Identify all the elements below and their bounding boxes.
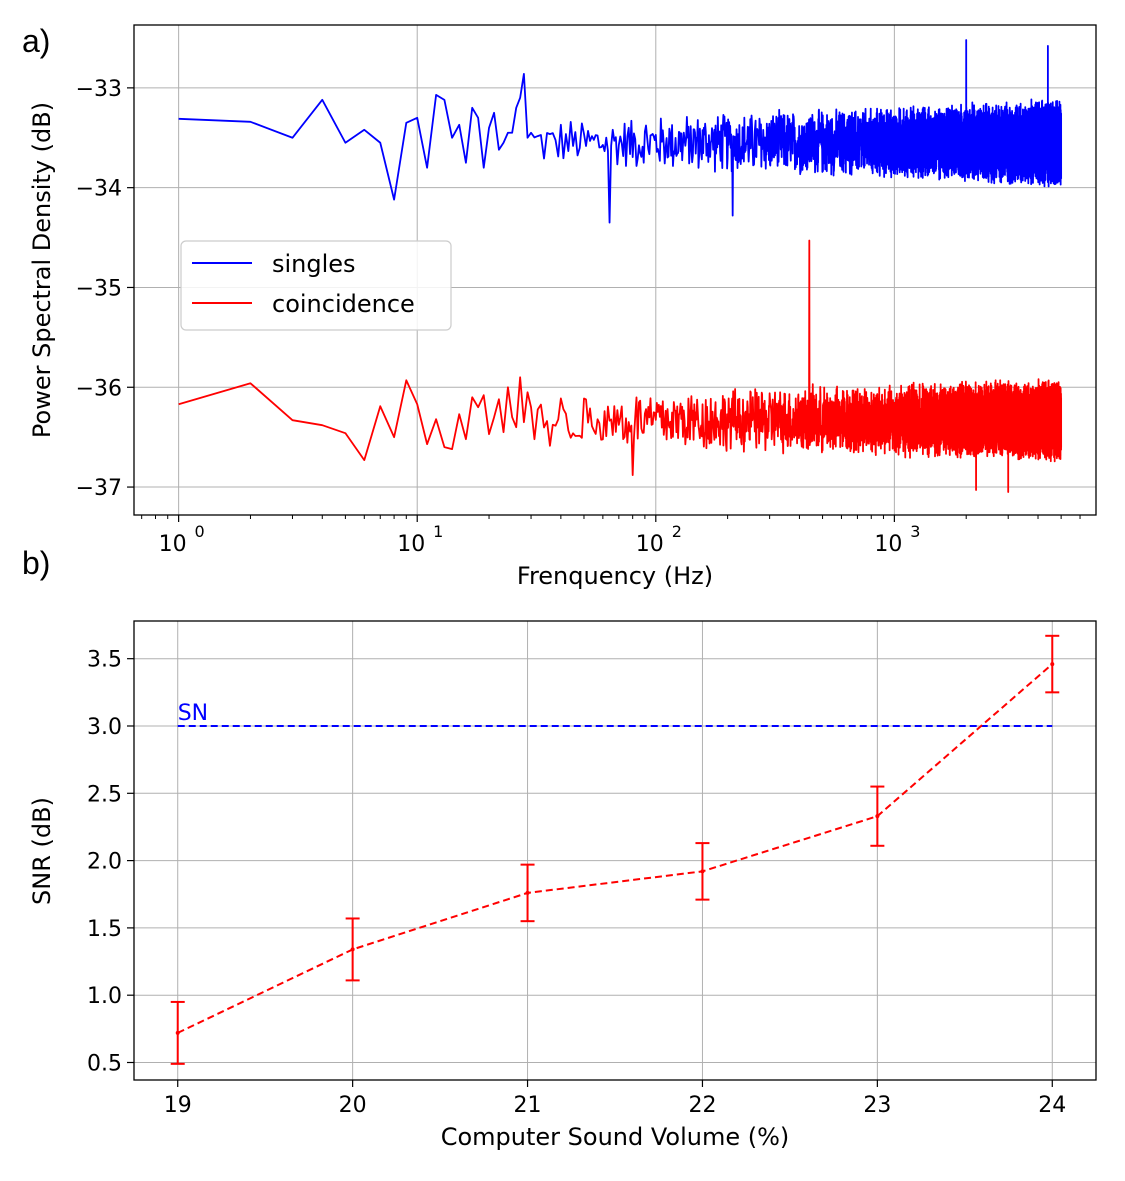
snr-x-tick-label: 20	[339, 1093, 367, 1118]
snr-series-line	[177, 663, 1053, 1034]
psd-axes-frame	[133, 24, 1097, 516]
psd-y-tick-label: −35	[76, 276, 122, 301]
snr-y-tick-label: 3.0	[87, 715, 122, 740]
psd-series-singles	[178, 39, 1063, 224]
psd-series-group	[178, 39, 1063, 493]
snr-data-point	[700, 869, 705, 874]
snr-x-tick-label: 19	[164, 1093, 192, 1118]
panel-a-label: a)	[22, 23, 50, 59]
snr-chart: SN 19 20 21 22 23 24 0.5 1.0 1.5 2.0 2.5 3.0 3.5 Com…	[28, 620, 1097, 1151]
snr-y-tick-label: 2.5	[87, 782, 122, 807]
psd-x-tick-label: 10	[874, 532, 902, 557]
snr-data-point	[175, 1030, 180, 1035]
psd-x-tick-exponent: 1	[433, 522, 443, 541]
psd-chart: 10 0 10 1 10 2 10 3 −33 −34 −35 −36 −37 Frenquency (…	[28, 24, 1097, 590]
psd-y-axis-label: Power Spectral Density (dB)	[28, 102, 56, 438]
snr-data-point	[350, 947, 355, 952]
snr-y-tick-label: 2.0	[87, 850, 122, 875]
snr-y-tick-label: 3.5	[87, 648, 122, 673]
snr-x-axis-label: Computer Sound Volume (%)	[441, 1123, 790, 1151]
psd-x-tick-exponent: 2	[672, 522, 682, 541]
legend-label-singles: singles	[272, 250, 356, 278]
snr-data-point	[1050, 662, 1055, 667]
snr-grid	[134, 621, 1096, 1080]
psd-y-tick-label: −37	[76, 476, 122, 501]
psd-y-tick-label: −33	[76, 77, 122, 102]
psd-x-tick-label: 10	[159, 532, 187, 557]
panel-b-label: b)	[22, 545, 50, 581]
psd-x-tick-exponent: 0	[195, 522, 205, 541]
snr-series-group	[170, 634, 1060, 1065]
psd-series-coincidence	[178, 239, 1063, 493]
snr-y-tick-label: 1.5	[87, 917, 122, 942]
psd-y-tick-label: −34	[76, 177, 122, 202]
psd-legend: singles coincidence	[180, 240, 452, 331]
snr-x-tick-label: 23	[863, 1093, 891, 1118]
legend-label-coincidence: coincidence	[272, 290, 415, 318]
snr-reference-group: SN	[177, 701, 1053, 727]
snr-y-axis-label: SNR (dB)	[28, 797, 56, 905]
snr-x-tick-label: 21	[514, 1093, 542, 1118]
snr-x-tick-label: 22	[688, 1093, 716, 1118]
snr-y-tick-label: 1.0	[87, 984, 122, 1009]
snr-ticks: 19 20 21 22 23 24 0.5 1.0 1.5 2.0 2.5 3.0 3.5	[87, 648, 1066, 1118]
snr-data-point	[525, 890, 530, 895]
psd-x-tick-exponent: 3	[910, 522, 920, 541]
psd-x-tick-label: 10	[397, 532, 425, 557]
snr-data-point	[875, 814, 880, 819]
psd-x-axis-label: Frenquency (Hz)	[517, 562, 713, 590]
snr-axes-frame	[133, 620, 1097, 1081]
sn-reference-label: SN	[178, 701, 208, 726]
snr-x-tick-label: 24	[1038, 1093, 1066, 1118]
psd-ticks: 10 0 10 1 10 2 10 3 −33 −34 −35 −36 −37	[76, 77, 1081, 557]
psd-x-tick-label: 10	[636, 532, 664, 557]
psd-y-tick-label: −36	[76, 376, 122, 401]
snr-y-tick-label: 0.5	[87, 1052, 122, 1077]
